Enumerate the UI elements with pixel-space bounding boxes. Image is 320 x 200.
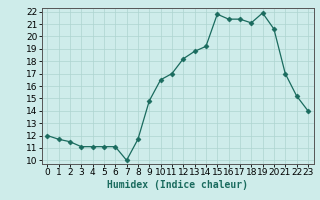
X-axis label: Humidex (Indice chaleur): Humidex (Indice chaleur) — [107, 180, 248, 190]
